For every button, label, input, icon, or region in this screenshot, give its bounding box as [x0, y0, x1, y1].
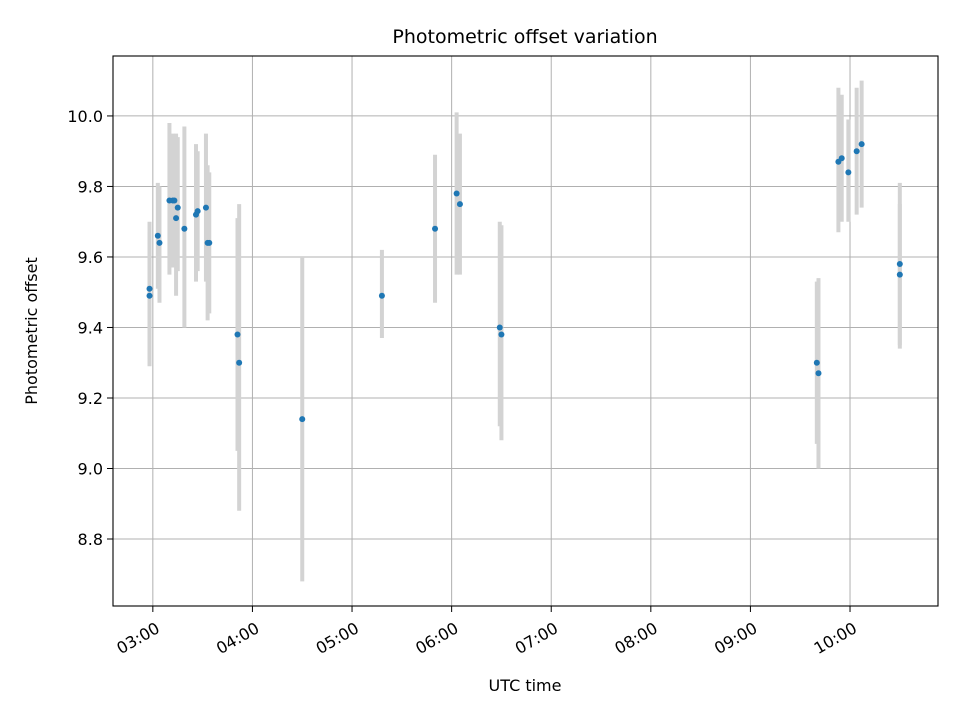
plot-frame	[112, 55, 939, 607]
data-point	[146, 292, 153, 299]
data-point	[154, 232, 161, 239]
y-tick-label: 9.6	[78, 248, 103, 267]
data-point	[236, 359, 243, 366]
data-point	[156, 239, 163, 246]
data-point	[496, 324, 503, 331]
data-point	[299, 416, 306, 423]
data-point	[378, 292, 385, 299]
data-point	[174, 204, 181, 211]
y-tick-label: 9.2	[78, 389, 103, 408]
y-tick-label: 9.8	[78, 177, 103, 196]
chart-title: Photometric offset variation	[392, 26, 657, 48]
data-point	[896, 271, 903, 278]
data-point	[838, 155, 845, 162]
data-point	[845, 169, 852, 176]
data-point	[858, 141, 865, 148]
data-point	[498, 331, 505, 338]
marker-layer	[146, 141, 903, 423]
y-tick-label: 10.0	[67, 107, 103, 126]
data-point	[432, 225, 439, 232]
y-axis-label: Photometric offset	[22, 257, 41, 405]
y-tick-label: 9.4	[78, 318, 103, 337]
data-point	[146, 285, 153, 292]
data-point	[815, 370, 822, 377]
data-point	[853, 148, 860, 155]
x-axis-label: UTC time	[489, 676, 562, 695]
data-point	[206, 239, 213, 246]
data-point	[173, 215, 180, 222]
data-point	[202, 204, 209, 211]
data-point	[181, 225, 188, 232]
data-point	[456, 201, 463, 208]
data-point	[813, 359, 820, 366]
y-axis-ticks: 8.8 9.0 9.2 9.4 9.6 9.8 10.0	[67, 107, 113, 549]
y-tick-label: 9.0	[78, 460, 103, 479]
data-point	[171, 197, 178, 204]
data-point	[194, 208, 201, 215]
data-point	[234, 331, 241, 338]
data-point	[896, 261, 903, 268]
y-tick-label: 8.8	[78, 530, 103, 549]
data-point	[453, 190, 460, 197]
